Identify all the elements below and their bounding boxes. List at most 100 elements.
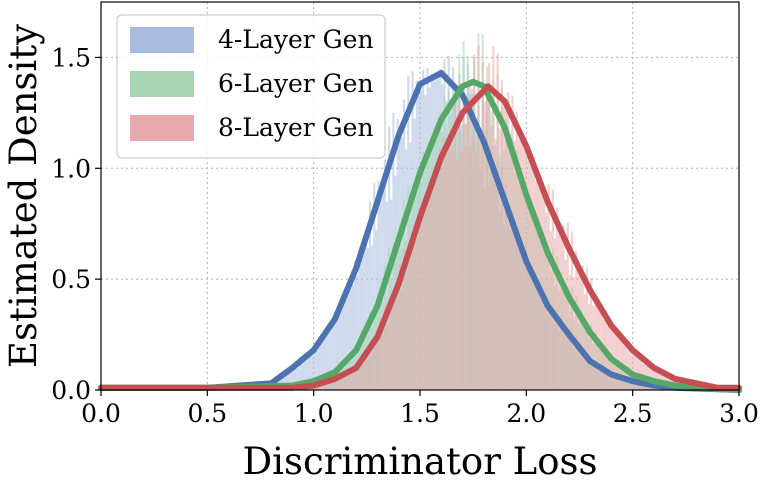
histogram-bar [488,63,491,391]
histogram-bar [471,137,474,390]
histogram-bar [592,305,595,390]
histogram-bar [413,226,416,390]
x-tick-label: 0.0 [81,399,121,428]
histogram-bar [375,335,378,390]
histogram-bar [345,371,348,390]
x-tick-label: 1.0 [294,399,334,428]
histogram-bar [517,139,520,390]
histogram-bar [324,333,327,390]
histogram-bar [388,298,391,390]
histogram-bar [398,264,401,390]
histogram-bar [377,180,380,390]
histogram-bar [524,144,527,390]
histogram-bar [354,368,357,390]
histogram-bar [645,358,648,390]
histogram-bar [464,123,467,390]
histogram-bar [417,208,420,390]
histogram-bar [392,298,395,390]
histogram-bar [347,372,350,390]
histogram-bar [432,179,435,390]
histogram-bar [513,140,516,390]
histogram-bar [330,380,333,390]
histogram-bar [294,361,297,390]
histogram-bar [630,347,633,390]
histogram-bar [322,333,325,390]
histogram-bar [460,150,463,390]
histogram-bar [279,374,282,390]
histogram-bar [317,337,321,390]
histogram-bar [298,356,301,390]
histogram-bar [339,305,342,390]
histogram-bar [451,151,455,390]
legend-label-6-layer: 6-Layer Gen [218,69,374,98]
histogram-bar [400,291,403,390]
legend-label-8-layer: 8-Layer Gen [218,113,374,142]
histogram-bar [405,274,408,390]
histogram-bar [483,101,486,391]
kde-curve-series-2 [98,83,742,391]
histogram-bar [456,158,459,390]
y-tick-label: 0.0 [51,376,91,405]
histogram-bar [334,378,338,390]
histogram-bar [351,370,355,390]
y-tick-label: 1.0 [51,154,91,183]
histogram-bar [292,369,295,390]
histogram-bar [573,277,576,390]
histogram-bar [441,167,444,390]
histogram-bar [649,363,652,390]
histogram-bar [328,380,331,390]
histogram-bar [641,354,644,390]
histogram-bar [364,348,367,390]
histogram-bar [343,296,346,390]
histogram-bar [420,225,423,390]
histogram-bar [341,374,344,390]
y-tick-label: 0.5 [51,265,91,294]
x-tick-label: 0.5 [187,399,227,428]
histogram-bar [368,201,372,390]
histogram-bar [373,183,376,390]
y-axis-label: Estimated Density [2,24,45,368]
histogram-bar [360,256,363,390]
histogram-bar [283,371,287,390]
histogram-bar [602,319,606,390]
histogram-bar [507,92,510,390]
histogram-bar [320,382,323,390]
histogram-bar [598,308,601,390]
histogram-bar [409,250,412,390]
histogram-bar [402,249,406,390]
x-axis-label: Discriminator Loss [243,440,598,482]
histogram-bar [468,86,472,391]
histogram-bar [596,303,599,390]
histogram-bar [428,190,431,390]
histogram-bar [556,207,559,390]
histogram-bar [577,271,580,390]
histogram-bar [315,350,318,390]
histogram-bar [515,111,518,390]
histogram-bar [358,365,361,390]
histogram-bar [634,352,637,390]
histogram-bar [332,318,335,390]
histogram-bar [581,265,584,390]
histogram-bar [362,246,365,390]
histogram-bar [466,109,469,390]
histogram-bar [394,284,397,390]
histogram-bar [434,168,438,390]
histogram-bar [522,139,525,390]
histogram-bar [337,310,340,390]
histogram-bar [564,259,567,390]
histogram-bar [660,368,663,390]
histogram-bar [358,249,361,390]
histogram-bar [560,234,563,390]
histogram-bar [458,81,461,391]
histogram-bar [377,340,380,390]
histogram-bar [385,324,389,390]
histogram-bar [496,53,499,391]
histogram-bar [324,381,327,390]
histogram-bar [396,298,399,390]
histogram-bar [328,324,331,390]
histogram-bar [511,95,514,391]
histogram-bar [313,343,316,390]
histogram-bar [364,229,367,390]
histogram-bar [477,45,480,391]
histogram-bar [300,363,304,390]
